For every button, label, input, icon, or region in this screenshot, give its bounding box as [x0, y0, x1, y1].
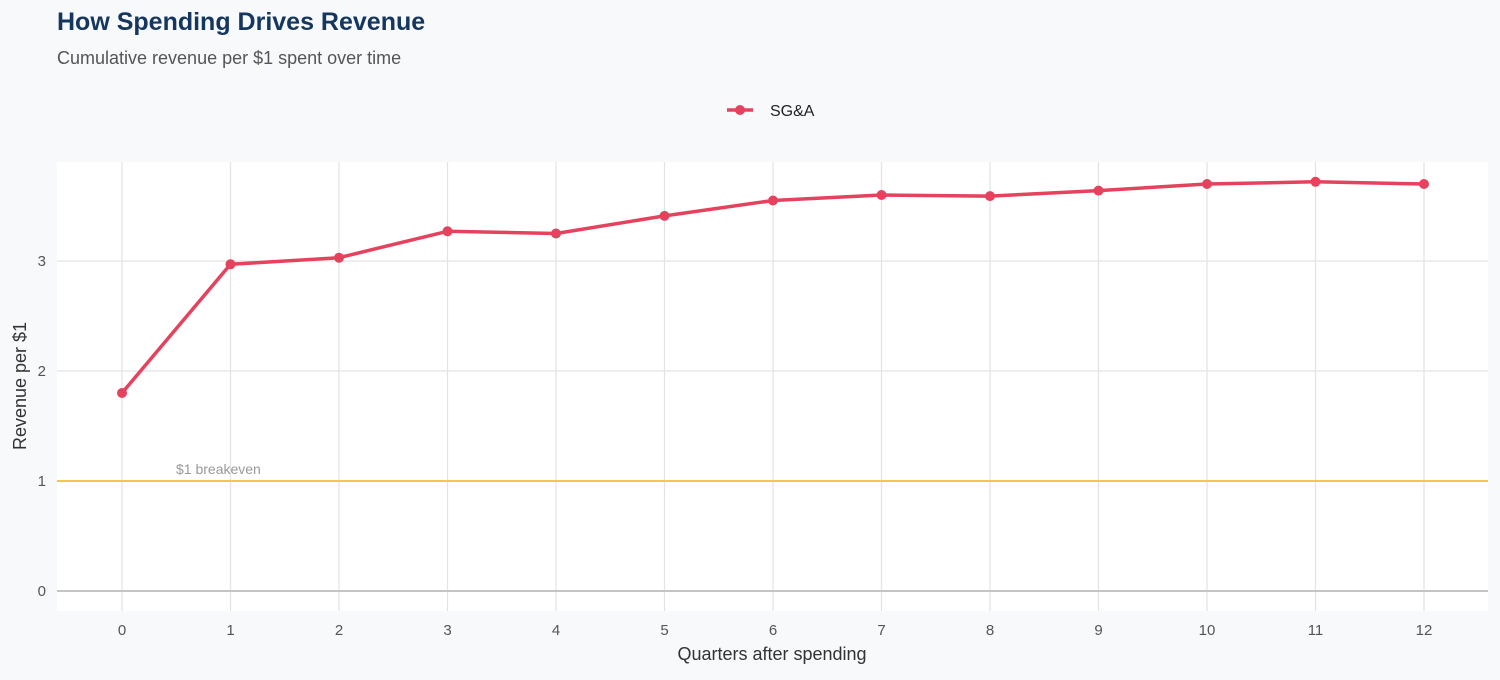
y-axis-label: Revenue per $1	[10, 322, 30, 450]
x-tick-label: 10	[1199, 622, 1216, 639]
legend-marker-icon	[735, 105, 745, 115]
data-point	[659, 210, 670, 221]
data-point	[768, 195, 778, 206]
data-point	[876, 190, 887, 200]
y-tick-label: 2	[38, 363, 46, 380]
x-tick-label: 12	[1416, 622, 1433, 639]
data-point	[442, 226, 453, 237]
x-tick-label: 4	[552, 622, 560, 639]
y-tick-label: 1	[38, 473, 46, 490]
data-point	[225, 259, 236, 270]
x-tick-label: 0	[118, 622, 126, 639]
data-point	[117, 388, 127, 398]
x-tick-label: 2	[335, 622, 343, 639]
x-tick-label: 1	[226, 622, 234, 639]
x-axis-label: Quarters after spending	[677, 644, 866, 664]
x-tick-label: 9	[1094, 622, 1102, 639]
data-point	[334, 252, 344, 263]
data-point	[1202, 179, 1212, 189]
x-tick-label: 6	[769, 622, 777, 639]
legend: SG&A	[727, 103, 815, 120]
legend-label: SG&A	[770, 103, 815, 120]
data-point	[1419, 179, 1429, 189]
y-tick-label: 3	[38, 253, 46, 270]
data-point	[985, 191, 995, 202]
x-tick-label: 7	[877, 622, 885, 639]
x-tick-label: 8	[986, 622, 994, 639]
breakeven-label: $1 breakeven	[176, 461, 261, 477]
data-point	[551, 228, 561, 239]
chart-title: How Spending Drives Revenue	[57, 8, 425, 36]
y-tick-label: 0	[38, 583, 46, 600]
data-point	[1093, 185, 1104, 196]
x-tick-label: 3	[443, 622, 451, 639]
x-tick-label: 11	[1308, 622, 1324, 639]
data-point	[1310, 176, 1321, 187]
chart-subtitle: Cumulative revenue per $1 spent over tim…	[57, 48, 401, 68]
x-tick-label: 5	[660, 622, 668, 639]
